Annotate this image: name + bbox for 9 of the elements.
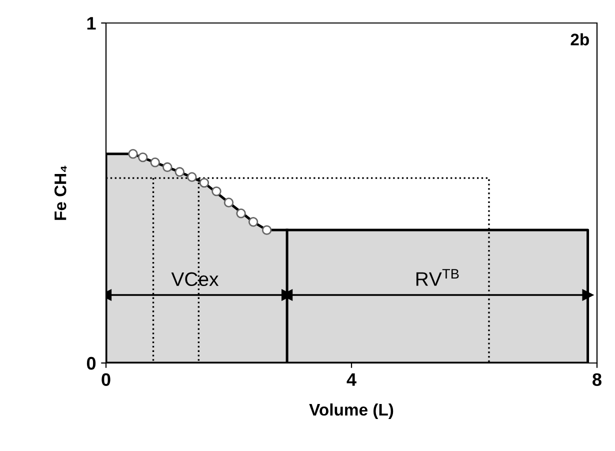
annotation: 2b <box>570 33 589 46</box>
annotation: RV$^{TB}$ <box>416 269 459 286</box>
y-tick-label: 1 <box>87 17 96 30</box>
annotation: VCex <box>171 272 219 286</box>
y-axis-title: Fe CH₄ <box>54 166 67 220</box>
x-tick-label: 4 <box>346 373 356 386</box>
x-tick-label: 8 <box>592 373 602 386</box>
x-axis-title: Volume (L) <box>309 403 394 419</box>
x-tick-label: 0 <box>102 373 110 386</box>
